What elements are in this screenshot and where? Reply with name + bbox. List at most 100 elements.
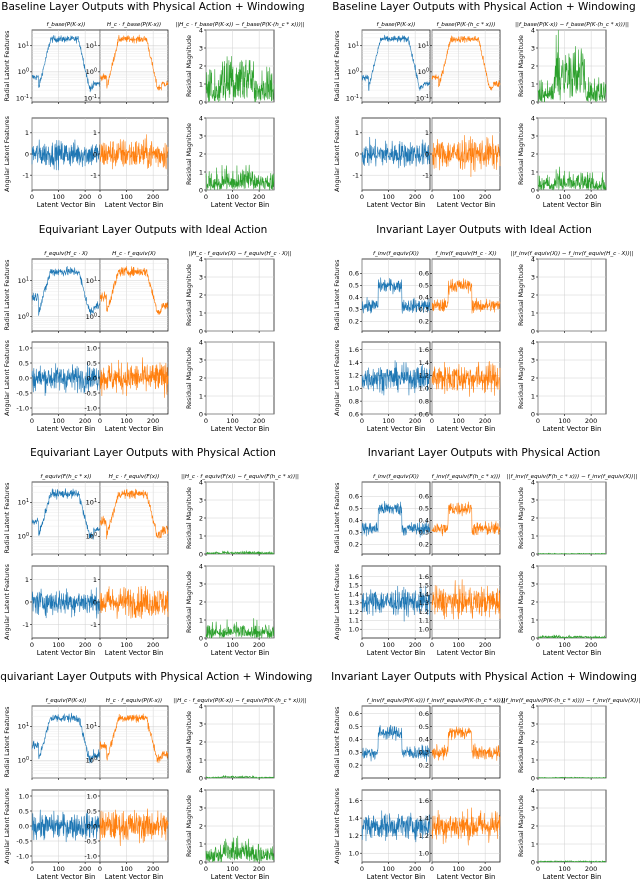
chart-block-4: Invariant Layer Outputs with Ideal Actio… (334, 224, 634, 433)
x-tick-label: 0 (430, 193, 434, 201)
x-tick-label: 100 (452, 193, 464, 201)
series-line-radial-1 (361, 500, 431, 538)
x-tick-label: 0 (98, 641, 102, 649)
y-tick-label: 1.0 (349, 385, 359, 393)
y-tick-label: 0.5 (19, 807, 29, 815)
x-axis-label: Latent Vector Bin (437, 425, 496, 433)
chart-title: Equivariant Layer Outputs with Ideal Act… (39, 224, 268, 236)
y-tick-label: 0.6 (349, 710, 359, 718)
y-tick-label: 2 (531, 291, 535, 299)
y-tick-label: -0.5 (16, 389, 29, 397)
y-tick-label: 4 (199, 702, 203, 710)
y-axis-label-radial: Radial Latent Features (334, 483, 341, 554)
x-tick-label: 200 (409, 417, 421, 425)
x-tick-label: 0 (204, 865, 208, 873)
subplot-title-3: ||f_base(P(K·x)) − f_base(P(K·(h_c * x))… (515, 22, 629, 28)
series-line-radial-2 (99, 34, 169, 91)
y-tick-label: 0.6 (349, 270, 359, 278)
series-line-radial-2 (431, 726, 501, 761)
y-tick-label: 0.2 (419, 318, 429, 326)
y-tick-label: -1 (91, 621, 97, 629)
y-axis-label-residual: Residual Magnitude (518, 264, 525, 326)
chart-title: Baseline Layer Outputs with Physical Act… (332, 1, 635, 13)
y-tick-label: 101 (18, 42, 29, 51)
subplot-title-1: f_equiv(F(h_c * x)) (40, 474, 91, 480)
y-tick-label: 10-1 (84, 94, 97, 103)
y-tick-label: 1.2 (419, 372, 429, 380)
x-tick-label: 200 (79, 417, 91, 425)
subplot-title-2: f_base(P(K·(h_c * x))) (436, 22, 495, 28)
y-tick-label: 2 (531, 598, 535, 606)
y-tick-label: -1 (23, 621, 29, 629)
x-tick-label: 0 (360, 193, 364, 201)
x-tick-label: 100 (226, 417, 238, 425)
x-tick-label: 0 (204, 193, 208, 201)
y-tick-label: 1 (199, 840, 203, 848)
y-tick-label: 0.3 (349, 306, 359, 314)
y-tick-label: 0 (531, 98, 535, 106)
series-line-radial-1 (31, 712, 101, 764)
x-tick-label: 0 (30, 865, 34, 873)
y-tick-label: 1.6 (349, 346, 359, 354)
series-line-angular-1 (31, 362, 101, 396)
y-tick-label: 1 (199, 616, 203, 624)
subplot-radial-3: 0 1 2 3 4 (199, 478, 275, 558)
x-axis-label: Latent Vector Bin (37, 649, 96, 657)
subplot-title-1: f_inv(f_equiv(X)) (373, 251, 419, 257)
y-tick-label: 1.0 (419, 626, 429, 634)
x-tick-label: 200 (479, 193, 491, 201)
subplot-title-1: f_inv(f_equiv(X)) (373, 474, 419, 480)
x-tick-label: 0 (360, 865, 364, 873)
y-tick-label: 1.0 (19, 344, 29, 352)
chart-title: Equivariant Layer Outputs with Physical … (30, 447, 276, 459)
axes-frame (431, 258, 501, 332)
y-tick-label: 4 (531, 786, 535, 794)
x-axis-label: Latent Vector Bin (437, 649, 496, 657)
chart-title: Baseline Layer Outputs with Physical Act… (1, 1, 304, 13)
x-tick-label: 0 (430, 417, 434, 425)
y-tick-label: 0 (199, 98, 203, 106)
x-tick-label: 0 (30, 193, 34, 201)
x-tick-label: 0 (98, 865, 102, 873)
subplot-title-2: H_c · f_base(P(K·x)) (107, 22, 161, 28)
y-tick-label: 101 (86, 276, 97, 285)
x-tick-label: 200 (147, 641, 159, 649)
series-line-radial-2 (99, 713, 169, 763)
y-axis-label-radial: Radial Latent Features (4, 31, 11, 102)
x-tick-label: 100 (52, 865, 64, 873)
series-line-angular-1 (361, 585, 431, 622)
y-tick-label: 0.3 (419, 749, 429, 757)
y-tick-label: 0.2 (349, 761, 359, 769)
y-axis-label-residual: Residual Magnitude (186, 264, 193, 326)
x-tick-label: 100 (382, 865, 394, 873)
subplot-title-1: f_base(P(K·x)) (377, 22, 416, 28)
series-line-radial-2 (99, 266, 169, 315)
y-tick-label: 0.4 (419, 294, 429, 302)
subplot-radial-3: 0 1 2 3 4 (531, 26, 607, 106)
y-axis-label-angular: Angular Latent Features (334, 116, 341, 192)
y-tick-label: -1 (23, 171, 29, 179)
subplot-radial-2: 0.6 0.5 0.4 0.3 0.2 (419, 258, 501, 333)
y-tick-label: 0.3 (349, 529, 359, 537)
series-line-angular-1 (31, 139, 101, 171)
y-tick-label: 100 (348, 68, 359, 77)
chart-block-2: Baseline Layer Outputs with Physical Act… (332, 1, 635, 209)
series-line-radial-3 (205, 775, 275, 779)
y-tick-label: 0 (531, 858, 535, 866)
subplot-title-2: H_c · f_equiv(F(x)) (109, 474, 160, 480)
x-tick-label: 200 (147, 865, 159, 873)
y-tick-label: 1 (199, 309, 203, 317)
x-tick-label: 100 (52, 641, 64, 649)
x-axis-label: Latent Vector Bin (105, 873, 164, 881)
y-tick-label: 0.5 (419, 505, 429, 513)
y-tick-label: 4 (199, 338, 203, 346)
y-tick-label: 1.1 (349, 617, 359, 625)
y-tick-label: 2 (199, 822, 203, 830)
x-axis-label: Latent Vector Bin (543, 201, 602, 209)
subplot-radial-3: 0 1 2 3 4 (199, 26, 275, 106)
subplot-radial-1: 101 100 (18, 705, 101, 780)
y-tick-label: 1.0 (419, 850, 429, 858)
